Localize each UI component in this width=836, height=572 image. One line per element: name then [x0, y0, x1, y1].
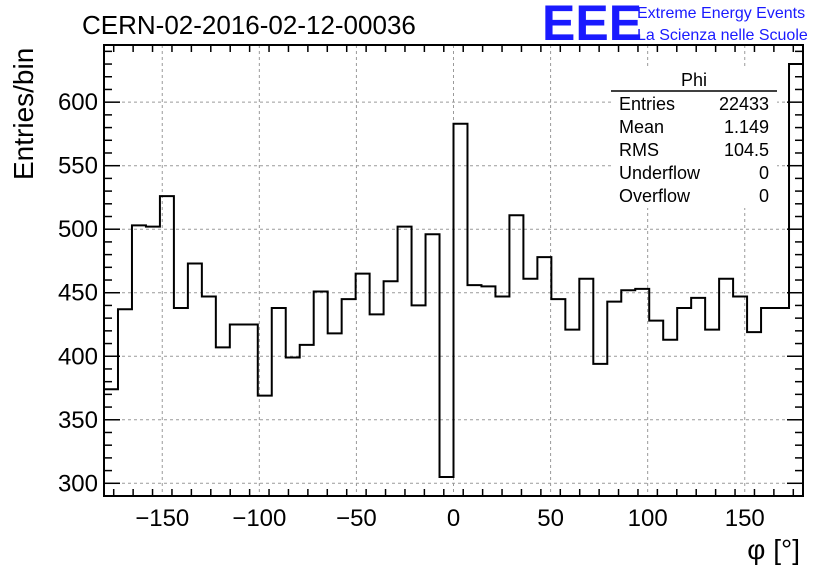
x-tick-label: 100	[628, 505, 668, 532]
histogram-bin	[104, 389, 118, 496]
y-tick-label: 350	[58, 407, 98, 434]
histogram-bin	[551, 299, 565, 496]
histogram-bin	[370, 314, 384, 496]
y-tick-label: 400	[58, 343, 98, 370]
histogram-bin	[481, 286, 495, 496]
histogram-bin	[440, 477, 454, 496]
y-tick-label: 500	[58, 216, 98, 243]
stats-row-label: Mean	[619, 117, 664, 137]
histogram-bin	[733, 297, 747, 496]
histogram-bin	[663, 340, 677, 496]
y-tick-label: 450	[58, 280, 98, 307]
histogram-bin	[202, 297, 216, 496]
histogram-bin	[174, 308, 188, 496]
eee-logo: EEE Extreme Energy Events La Scienza nel…	[542, 0, 808, 51]
x-tick-label: 150	[725, 505, 765, 532]
x-tick-label: 50	[537, 505, 564, 532]
histogram-bin	[789, 64, 803, 496]
histogram-bin	[761, 308, 775, 496]
stats-rows: Entries 22433 Mean 1.149 RMS 104.5 Underflow 0 O…	[619, 94, 769, 206]
histogram-bin	[244, 324, 258, 496]
stats-row-label: Overflow	[619, 186, 691, 206]
x-tick-label: −150	[135, 505, 189, 532]
plot-frame	[103, 44, 804, 497]
stats-box-name: Phi	[681, 70, 707, 90]
histogram-bin	[593, 364, 607, 496]
x-axis-title: φ [°]	[747, 534, 800, 565]
y-tick-label: 600	[58, 89, 98, 116]
histogram-bin	[132, 225, 146, 496]
histogram-bin	[495, 297, 509, 496]
histogram-bin	[118, 309, 132, 496]
histogram-outline	[104, 63, 803, 478]
histogram-bin	[537, 257, 551, 496]
histogram-bin	[523, 279, 537, 496]
histogram-bin	[719, 279, 733, 496]
histogram-bin	[188, 264, 202, 496]
histogram-bin	[467, 285, 481, 496]
stats-row-value: 0	[759, 163, 769, 183]
histogram-bin	[146, 227, 160, 496]
stats-row-label: RMS	[619, 140, 659, 160]
histogram-bin	[412, 305, 426, 496]
tick-layer: −150 −100 −50 0 50 100 150 300 350 400 450 500 550 60…	[58, 45, 803, 532]
histogram-bin	[621, 290, 635, 496]
x-tick-label: 0	[447, 505, 460, 532]
histogram-bin	[454, 124, 468, 496]
histogram-bin	[635, 289, 649, 496]
stats-row-value: 1.149	[724, 117, 769, 137]
y-tick-label: 300	[58, 470, 98, 497]
histogram-bin	[607, 302, 621, 496]
histogram-bin	[691, 298, 705, 496]
y-axis-title: Entries/bin	[8, 48, 39, 180]
histogram-bin	[565, 330, 579, 496]
histogram-bin	[286, 358, 300, 496]
stats-row-value: 104.5	[724, 140, 769, 160]
histogram-bin	[677, 308, 691, 496]
histogram-bin	[775, 308, 789, 496]
stats-row-value: 22433	[719, 94, 769, 114]
histogram-bin	[216, 347, 230, 496]
stats-row-value: 0	[759, 186, 769, 206]
histogram-bin	[509, 215, 523, 496]
histogram-bin	[272, 308, 286, 496]
stats-box: Phi Entries 22433 Mean 1.149 RMS 104.5 Underfl…	[611, 68, 777, 208]
histogram-bin	[342, 299, 356, 496]
histogram-bin	[705, 330, 719, 496]
x-tick-label: −100	[232, 505, 286, 532]
histogram-bin	[579, 279, 593, 496]
histogram-bin	[398, 227, 412, 496]
histogram-bin	[649, 321, 663, 496]
histogram-bin	[314, 291, 328, 496]
y-tick-label: 550	[58, 153, 98, 180]
stats-row-label: Entries	[619, 94, 675, 114]
histogram-bin	[258, 396, 272, 496]
logo-letters: EEE	[542, 0, 642, 51]
histogram-bin	[160, 196, 174, 496]
histogram-bin	[230, 324, 244, 496]
histogram-bin	[328, 333, 342, 496]
histogram-bin	[356, 274, 370, 496]
logo-line2: La Scienza nelle Scuole	[637, 27, 808, 44]
histogram-bin	[747, 332, 761, 496]
chart-title: CERN-02-2016-02-12-00036	[82, 10, 416, 40]
stats-row-label: Underflow	[619, 163, 701, 183]
histogram-bin	[384, 281, 398, 496]
histogram-bin	[426, 234, 440, 496]
x-tick-label: −50	[336, 505, 377, 532]
histogram-bin	[300, 345, 314, 496]
logo-line1: Extreme Energy Events	[637, 5, 805, 22]
